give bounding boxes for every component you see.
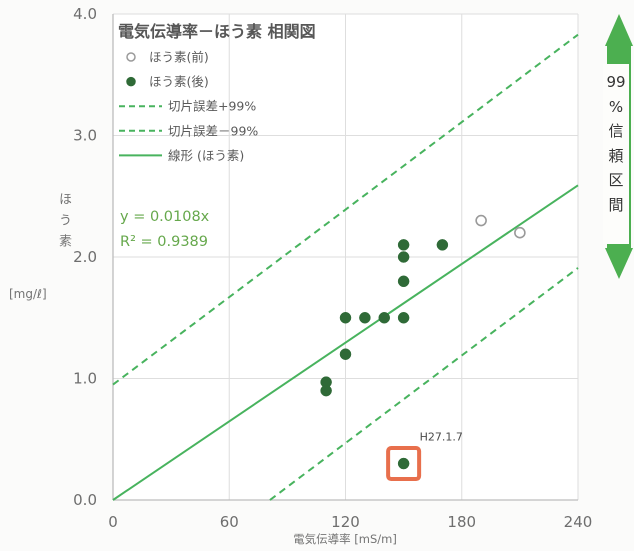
regression-equation: y = 0.0108x (120, 209, 210, 225)
legend-label: ほう素(後) (149, 74, 209, 89)
data-point-after (397, 275, 410, 288)
data-point-after (397, 457, 410, 470)
y-axis-label: ほう素 (56, 192, 71, 255)
regression-line (112, 184, 579, 501)
data-point-after (436, 239, 449, 251)
legend-label: 線形 (ほう素) (168, 148, 244, 163)
y-tick-label: 3.0 (73, 127, 97, 145)
x-tick-label: 180 (447, 513, 476, 531)
data-point-after (339, 312, 352, 324)
data-point-before (475, 214, 487, 227)
confidence-interval-arrow (603, 14, 633, 279)
legend-label: 切片誤差－99% (168, 123, 258, 138)
annotations: H27.1.7 (386, 431, 463, 482)
x-tick-label: 240 (564, 513, 593, 531)
confidence-interval-label-line: 間 (608, 195, 624, 214)
x-axis-label: 電気伝導率 [mS/m] (293, 532, 397, 546)
y-tick-label: 4.0 (73, 5, 97, 23)
confidence-interval-label-line: 頼 (608, 146, 624, 165)
data-point-before (514, 226, 526, 239)
data-point-after (397, 239, 410, 251)
legend-label: ほう素(前) (149, 50, 209, 65)
y-tick-label: 1.0 (73, 370, 97, 388)
legend-marker (126, 52, 136, 62)
legend-label: 切片誤差+99% (168, 99, 256, 114)
data-points (320, 214, 526, 470)
highlight-box (386, 446, 422, 482)
legend-marker (126, 76, 136, 87)
legend: 電気伝導率－ほう素 相関図 ほう素(前) ほう素(後) 切片誤差+99% 切片誤差－9… (118, 22, 316, 163)
confidence-bound-line (269, 267, 579, 501)
data-point-after (397, 251, 410, 263)
confidence-bound-line (112, 33, 579, 386)
confidence-interval-label-line: 信 (608, 122, 624, 140)
y-axis-unit: [mg/ℓ] (9, 287, 47, 301)
legend-items: ほう素(前) ほう素(後) 切片誤差+99% 切片誤差－99% 線形 (ほう素) (119, 50, 258, 163)
annotation-label: H27.1.7 (420, 431, 463, 444)
x-tick-label: 0 (108, 513, 118, 531)
data-point-after (397, 312, 410, 324)
confidence-interval-label-box (603, 64, 629, 244)
data-point-after (339, 348, 352, 360)
confidence-interval-label-line: % (608, 97, 624, 116)
data-point-after (320, 384, 332, 397)
x-tick-labels: 0 60 120 180 240 (108, 513, 592, 531)
y-tick-label: 2.0 (73, 248, 97, 266)
x-tick-label: 120 (331, 513, 360, 531)
confidence-interval-label-line: 区 (608, 171, 624, 189)
y-tick-labels: 0.0 1.0 2.0 3.0 4.0 (73, 5, 97, 509)
confidence-interval-label-line: 99 (606, 73, 626, 91)
chart-title: 電気伝導率－ほう素 相関図 (118, 22, 316, 41)
x-tick-label: 60 (220, 513, 239, 531)
axes (112, 14, 578, 501)
fit-lines (112, 33, 579, 501)
r-squared-value: R² = 0.9389 (120, 234, 208, 250)
data-point-after (359, 312, 371, 324)
data-point-after (378, 312, 390, 324)
y-tick-label: 0.0 (73, 491, 97, 509)
confidence-interval-label: 99 % 信 頼 区 間 (603, 70, 629, 217)
